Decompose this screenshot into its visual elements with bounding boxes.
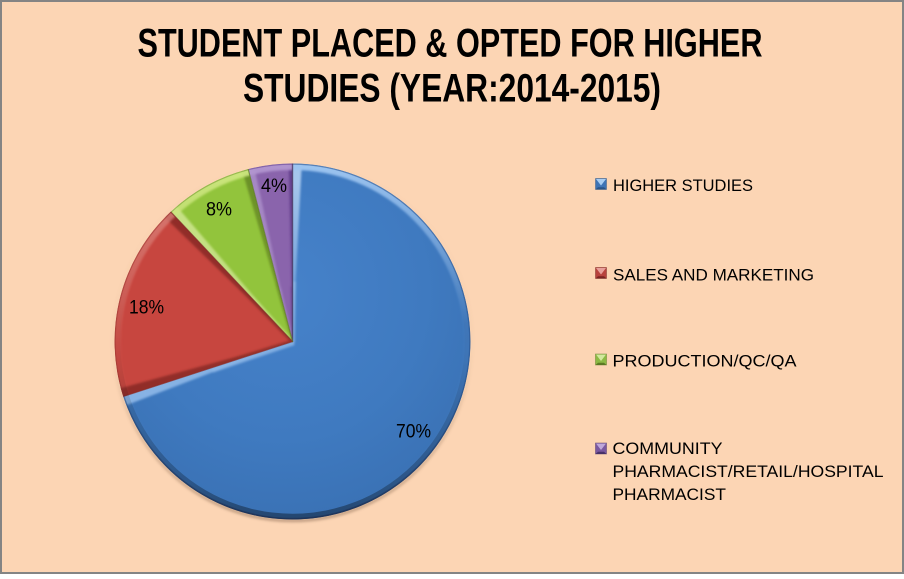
svg-text:70%: 70% xyxy=(396,421,431,442)
svg-text:HIGHER STUDIES: HIGHER STUDIES xyxy=(613,177,753,195)
svg-text:8%: 8% xyxy=(206,200,232,221)
svg-text:18%: 18% xyxy=(129,298,164,319)
svg-text:STUDIES (YEAR:2014-2015): STUDIES (YEAR:2014-2015) xyxy=(243,67,661,111)
svg-text:4%: 4% xyxy=(261,176,287,197)
svg-text:SALES AND MARKETING: SALES AND MARKETING xyxy=(613,267,814,285)
svg-text:PHARMACIST/RETAIL/HOSPITAL: PHARMACIST/RETAIL/HOSPITAL xyxy=(613,463,884,481)
svg-text:STUDENT PLACED & OPTED FOR HIG: STUDENT PLACED & OPTED FOR HIGHER xyxy=(138,22,763,66)
svg-text:PHARMACIST: PHARMACIST xyxy=(613,486,727,504)
svg-text:PRODUCTION/QC/QA: PRODUCTION/QC/QA xyxy=(613,353,797,371)
svg-text:COMMUNITY: COMMUNITY xyxy=(613,440,723,458)
